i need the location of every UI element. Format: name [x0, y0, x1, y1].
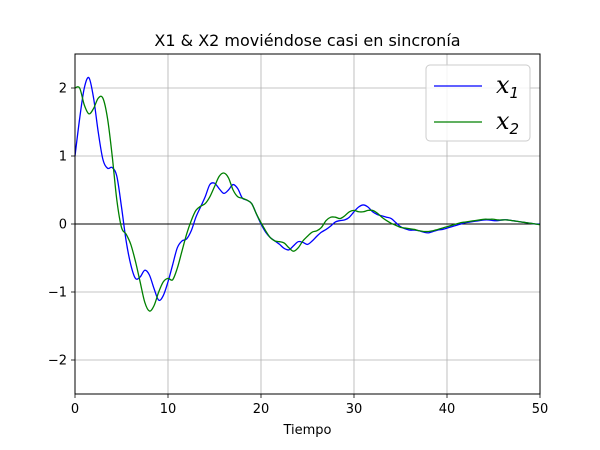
series-line-x1	[74, 76, 541, 302]
legend-label-x1: x1	[496, 71, 519, 102]
y-tick-label: 1	[59, 150, 67, 165]
x-tick-label: 20	[253, 402, 270, 417]
series-layer	[74, 76, 541, 312]
y-tick-label: 2	[59, 82, 67, 97]
axis-ticks: 0 10 20 30 40 50 −2 −1 0 1 2	[48, 82, 548, 418]
y-tick-label: −1	[48, 286, 67, 301]
chart-title: X1 & X2 moviéndose casi en sincronía	[154, 31, 460, 50]
x-tick-label: 50	[532, 402, 549, 417]
legend-label-x2: x2	[496, 107, 519, 138]
y-tick-label: −2	[48, 354, 67, 369]
x-axis-label: Tiempo	[282, 423, 331, 438]
series-line-x2	[74, 86, 541, 312]
y-tick-label: 0	[59, 218, 67, 233]
x-tick-label: 30	[346, 402, 363, 417]
x-tick-label: 10	[160, 402, 177, 417]
x-tick-label: 0	[71, 402, 79, 417]
x-tick-label: 40	[439, 402, 456, 417]
